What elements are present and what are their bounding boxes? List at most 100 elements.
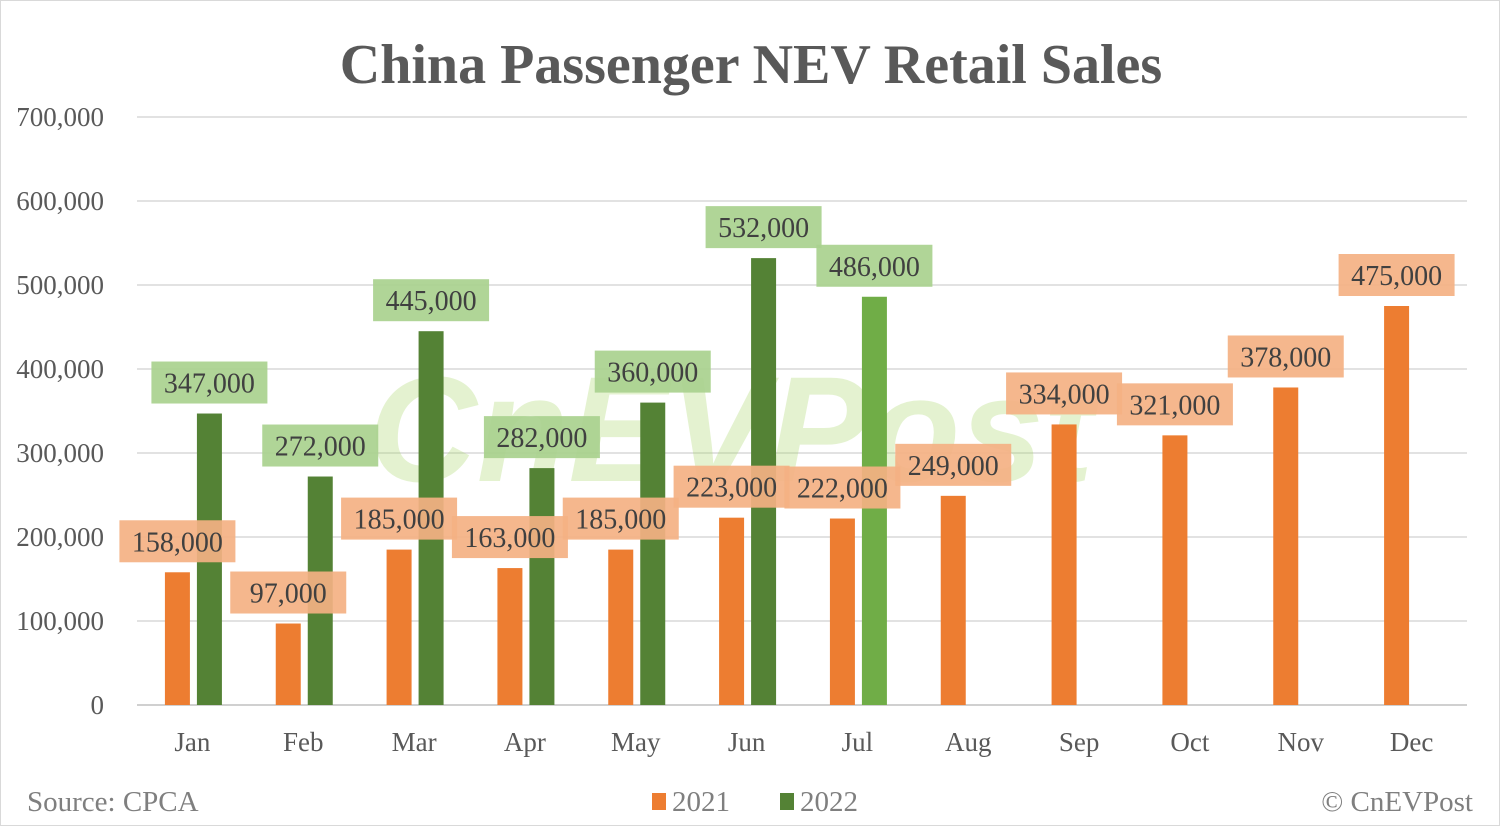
y-tick-label: 500,000 bbox=[16, 270, 104, 300]
bar-2021-nov bbox=[1273, 387, 1299, 705]
data-label-text: 532,000 bbox=[718, 213, 809, 244]
data-label-text: 378,000 bbox=[1240, 342, 1331, 373]
data-label-text: 163,000 bbox=[464, 523, 555, 554]
data-label-2022-mar: 445,000 bbox=[373, 279, 490, 322]
bar-2021-feb bbox=[275, 623, 301, 705]
bar-2021-aug bbox=[940, 495, 966, 705]
legend: 2021 2022 bbox=[652, 786, 858, 818]
y-tick-label: 400,000 bbox=[16, 354, 104, 384]
x-tick-label: Dec bbox=[1390, 727, 1433, 757]
y-tick-label: 300,000 bbox=[16, 438, 104, 468]
data-label-text: 185,000 bbox=[575, 505, 666, 536]
data-label-text: 185,000 bbox=[354, 505, 445, 536]
data-label-text: 158,000 bbox=[132, 527, 223, 558]
data-label-2021-jul: 222,000 bbox=[784, 466, 901, 509]
data-label-2021-mar: 185,000 bbox=[341, 497, 458, 540]
data-label-2022-jan: 347,000 bbox=[151, 361, 268, 404]
legend-label-2021: 2021 bbox=[672, 786, 730, 818]
data-label-box bbox=[230, 571, 347, 614]
data-label-box bbox=[373, 279, 490, 322]
x-tick-label: Sep bbox=[1059, 727, 1100, 757]
data-label-box bbox=[451, 516, 568, 559]
data-label-2021-jun: 223,000 bbox=[673, 465, 790, 508]
data-label-2021-jan: 158,000 bbox=[119, 520, 236, 563]
x-tick-label: Nov bbox=[1278, 727, 1325, 757]
data-label-2022-may: 360,000 bbox=[594, 350, 711, 393]
legend-swatch-2022 bbox=[780, 793, 794, 810]
bar-2021-apr bbox=[497, 568, 523, 705]
data-label-box bbox=[151, 361, 268, 404]
bar-2021-jan bbox=[164, 572, 190, 705]
data-label-box bbox=[784, 466, 901, 509]
data-label-box bbox=[341, 497, 458, 540]
data-label-box bbox=[673, 465, 790, 508]
bar-2021-mar bbox=[386, 549, 412, 705]
bar-2022-apr bbox=[529, 468, 555, 705]
x-tick-label: Mar bbox=[392, 727, 437, 757]
data-label-box bbox=[895, 443, 1012, 486]
data-label-2021-sep: 334,000 bbox=[1006, 372, 1123, 415]
data-label-text: 475,000 bbox=[1351, 261, 1442, 292]
y-tick-label: 200,000 bbox=[16, 522, 104, 552]
y-tick-label: 100,000 bbox=[16, 606, 104, 636]
data-label-2021-oct: 321,000 bbox=[1116, 383, 1233, 426]
chart-title: China Passenger NEV Retail Sales bbox=[340, 34, 1162, 96]
data-label-text: 222,000 bbox=[797, 474, 888, 505]
data-label-box bbox=[1338, 254, 1455, 296]
x-tick-label: Jul bbox=[842, 727, 874, 757]
bar-2022-may bbox=[640, 402, 666, 705]
y-tick-label: 700,000 bbox=[16, 102, 104, 132]
bar-2021-oct bbox=[1162, 435, 1188, 705]
data-label-box bbox=[119, 520, 236, 563]
x-tick-label: Jun bbox=[728, 727, 766, 757]
legend-swatch-2021 bbox=[652, 793, 666, 810]
data-label-2021-may: 185,000 bbox=[562, 497, 679, 540]
data-label-2022-apr: 282,000 bbox=[483, 416, 600, 459]
legend-label-2022: 2022 bbox=[800, 786, 858, 818]
data-label-box bbox=[562, 497, 679, 540]
x-tick-label: Feb bbox=[283, 727, 324, 757]
data-label-box bbox=[1116, 383, 1233, 426]
data-label-box bbox=[594, 350, 711, 393]
data-label-2021-apr: 163,000 bbox=[451, 516, 568, 559]
x-tick-label: Jan bbox=[174, 727, 210, 757]
data-label-text: 272,000 bbox=[275, 432, 366, 463]
bar-2021-sep bbox=[1051, 424, 1077, 705]
data-label-text: 347,000 bbox=[164, 369, 255, 400]
bar-2021-dec bbox=[1384, 306, 1410, 705]
data-label-text: 360,000 bbox=[607, 358, 698, 389]
y-tick-label: 600,000 bbox=[16, 186, 104, 216]
data-label-box bbox=[1006, 372, 1123, 415]
data-label-text: 486,000 bbox=[829, 252, 920, 283]
data-label-box bbox=[816, 244, 933, 287]
data-label-text: 223,000 bbox=[686, 473, 777, 504]
y-tick-label: 0 bbox=[91, 690, 105, 720]
data-label-box bbox=[1227, 335, 1344, 378]
x-tick-label: Apr bbox=[504, 727, 546, 757]
bar-2021-may bbox=[608, 549, 634, 705]
bar-2021-jun bbox=[719, 517, 745, 705]
data-label-text: 97,000 bbox=[250, 579, 327, 610]
data-label-2022-jun: 532,000 bbox=[705, 206, 822, 249]
data-label-text: 249,000 bbox=[908, 451, 999, 482]
data-label-2021-feb: 97,000 bbox=[230, 571, 347, 614]
data-label-text: 445,000 bbox=[386, 286, 477, 317]
data-label-2021-nov: 378,000 bbox=[1227, 335, 1344, 378]
source-note: Source: CPCA bbox=[27, 786, 199, 818]
data-label-text: 282,000 bbox=[496, 423, 587, 454]
data-label-box bbox=[705, 206, 822, 249]
x-tick-label: Aug bbox=[945, 727, 992, 757]
data-label-box bbox=[262, 424, 379, 467]
data-label-2022-jul: 486,000 bbox=[816, 244, 933, 287]
bar-2021-jul bbox=[829, 518, 855, 705]
x-tick-label: May bbox=[611, 727, 661, 757]
data-label-2021-dec: 475,000 bbox=[1338, 254, 1455, 296]
data-label-text: 334,000 bbox=[1019, 379, 1110, 410]
x-tick-label: Oct bbox=[1170, 727, 1209, 757]
data-label-box bbox=[483, 416, 600, 459]
data-label-2021-aug: 249,000 bbox=[895, 443, 1012, 486]
copyright-note: © CnEVPost bbox=[1321, 786, 1473, 818]
data-label-2022-feb: 272,000 bbox=[262, 424, 379, 467]
